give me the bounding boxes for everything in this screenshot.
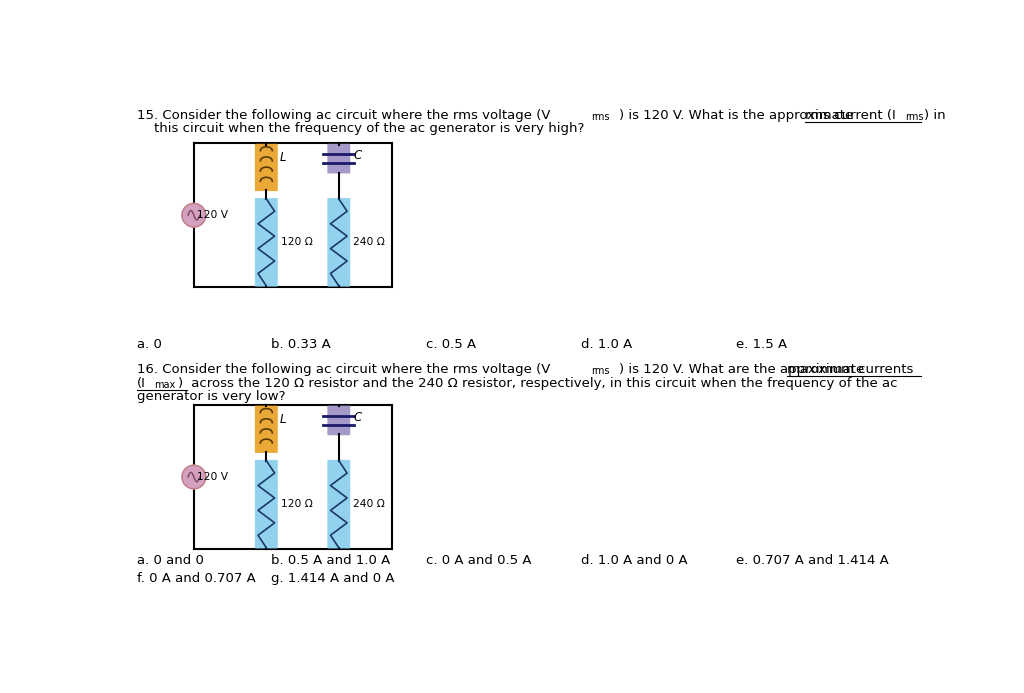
FancyBboxPatch shape bbox=[255, 143, 278, 191]
Text: e. 0.707 A and 1.414 A: e. 0.707 A and 1.414 A bbox=[736, 554, 889, 567]
Text: this circuit when the frequency of the ac generator is very high?: this circuit when the frequency of the a… bbox=[137, 123, 585, 135]
Text: a. 0: a. 0 bbox=[137, 338, 162, 351]
Text: rms: rms bbox=[592, 112, 610, 122]
Text: 15. Consider the following ac circuit where the rms voltage (V: 15. Consider the following ac circuit wh… bbox=[137, 109, 551, 121]
Text: f. 0 A and 0.707 A: f. 0 A and 0.707 A bbox=[137, 572, 256, 585]
Text: 240 Ω: 240 Ω bbox=[353, 499, 385, 509]
FancyBboxPatch shape bbox=[255, 198, 278, 287]
Text: ) is 120 V. What are the approximate: ) is 120 V. What are the approximate bbox=[618, 362, 868, 376]
Text: across the 120 Ω resistor and the 240 Ω resistor, respectively, in this circuit : across the 120 Ω resistor and the 240 Ω … bbox=[187, 376, 897, 389]
Text: L: L bbox=[280, 151, 286, 164]
Circle shape bbox=[182, 465, 206, 489]
Text: b. 0.5 A and 1.0 A: b. 0.5 A and 1.0 A bbox=[271, 554, 390, 567]
Text: ) is 120 V. What is the approximate: ) is 120 V. What is the approximate bbox=[618, 109, 857, 121]
Text: L: L bbox=[280, 413, 286, 426]
FancyBboxPatch shape bbox=[328, 198, 350, 287]
Text: maximum currents: maximum currents bbox=[786, 362, 913, 376]
Text: C: C bbox=[353, 149, 361, 162]
Text: a. 0 and 0: a. 0 and 0 bbox=[137, 554, 204, 567]
Text: 120 V: 120 V bbox=[198, 472, 228, 482]
FancyBboxPatch shape bbox=[255, 405, 278, 453]
Text: d. 1.0 A and 0 A: d. 1.0 A and 0 A bbox=[582, 554, 688, 567]
FancyBboxPatch shape bbox=[328, 460, 350, 548]
Text: b. 0.33 A: b. 0.33 A bbox=[271, 338, 331, 351]
Text: 16. Consider the following ac circuit where the rms voltage (V: 16. Consider the following ac circuit wh… bbox=[137, 362, 551, 376]
Text: (I: (I bbox=[137, 376, 146, 389]
Text: 120 V: 120 V bbox=[198, 210, 228, 220]
Text: ): ) bbox=[178, 376, 183, 389]
Text: rms: rms bbox=[905, 112, 924, 122]
FancyBboxPatch shape bbox=[328, 405, 350, 435]
Text: 120 Ω: 120 Ω bbox=[281, 499, 312, 509]
Circle shape bbox=[182, 204, 206, 227]
Text: rms current (I: rms current (I bbox=[805, 109, 895, 121]
Text: 120 Ω: 120 Ω bbox=[281, 238, 312, 247]
Text: g. 1.414 A and 0 A: g. 1.414 A and 0 A bbox=[271, 572, 395, 585]
Text: rms: rms bbox=[592, 366, 610, 376]
Text: c. 0.5 A: c. 0.5 A bbox=[426, 338, 476, 351]
Text: d. 1.0 A: d. 1.0 A bbox=[582, 338, 633, 351]
FancyBboxPatch shape bbox=[255, 460, 278, 548]
Text: c. 0 A and 0.5 A: c. 0 A and 0.5 A bbox=[426, 554, 531, 567]
Text: max: max bbox=[155, 380, 175, 389]
Text: ) in: ) in bbox=[924, 109, 945, 121]
FancyBboxPatch shape bbox=[328, 143, 350, 173]
Text: generator is very low?: generator is very low? bbox=[137, 390, 286, 403]
Text: e. 1.5 A: e. 1.5 A bbox=[736, 338, 787, 351]
Text: C: C bbox=[353, 411, 361, 423]
Text: 240 Ω: 240 Ω bbox=[353, 238, 385, 247]
